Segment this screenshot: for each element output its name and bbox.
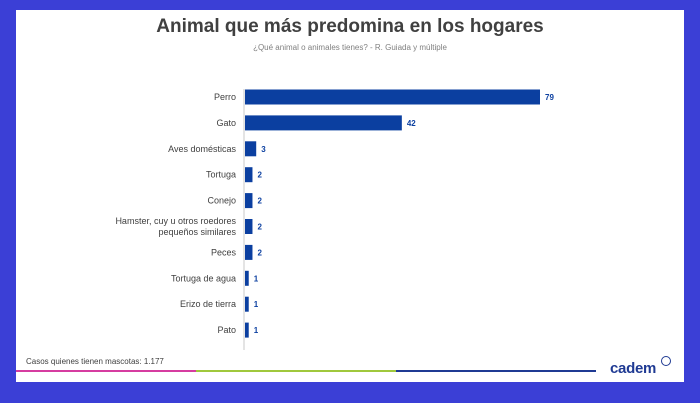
data-label: 2 [257, 171, 262, 180]
data-label: 42 [407, 119, 416, 128]
logo-dot-icon [661, 356, 671, 366]
data-label: 2 [257, 248, 262, 257]
bar [245, 167, 253, 183]
category-label: Perro [214, 92, 236, 102]
bar [245, 141, 257, 157]
category-label: Tortuga de agua [171, 273, 236, 283]
data-label: 1 [254, 274, 259, 283]
footer-divider-green [196, 370, 396, 372]
chart-subtitle: ¿Qué animal o animales tienes? - R. Guia… [253, 43, 447, 52]
cadem-logo: cadem [610, 360, 657, 377]
data-label: 79 [545, 93, 554, 102]
sample-size-note: Casos quienes tienen mascotas: 1.177 [26, 357, 164, 366]
bar [245, 322, 249, 338]
bar [245, 244, 253, 260]
data-label: 1 [254, 326, 259, 335]
bar [245, 296, 249, 312]
bar [245, 219, 253, 234]
bar-chart: 79 Perro 42 Gato 3 Aves domésticas 2 Tortuga 2 Co… [115, 89, 554, 350]
data-label: 2 [257, 223, 262, 232]
category-label: Gato [216, 118, 236, 128]
bar [245, 270, 249, 286]
bar [245, 193, 253, 209]
chart-title: Animal que más predomina en los hogares [156, 16, 544, 37]
category-label: Pato [217, 325, 236, 335]
category-label: Aves domésticas [168, 144, 236, 154]
chart-panel: Animal que más predomina en los hogares … [16, 10, 684, 382]
footer-divider-pink [16, 370, 196, 372]
data-label: 2 [257, 197, 262, 206]
footer-divider-blue [396, 370, 596, 372]
data-label: 1 [254, 300, 259, 309]
category-label: Peces [211, 247, 237, 257]
category-label: Conejo [207, 196, 236, 206]
data-label: 3 [261, 145, 266, 154]
category-label: Tortuga [206, 170, 236, 180]
bar [245, 115, 402, 131]
category-label: Erizo de tierra [180, 299, 236, 309]
bar [245, 89, 540, 105]
category-label: Hamster, cuy u otros roedores pequeños si… [115, 216, 236, 237]
